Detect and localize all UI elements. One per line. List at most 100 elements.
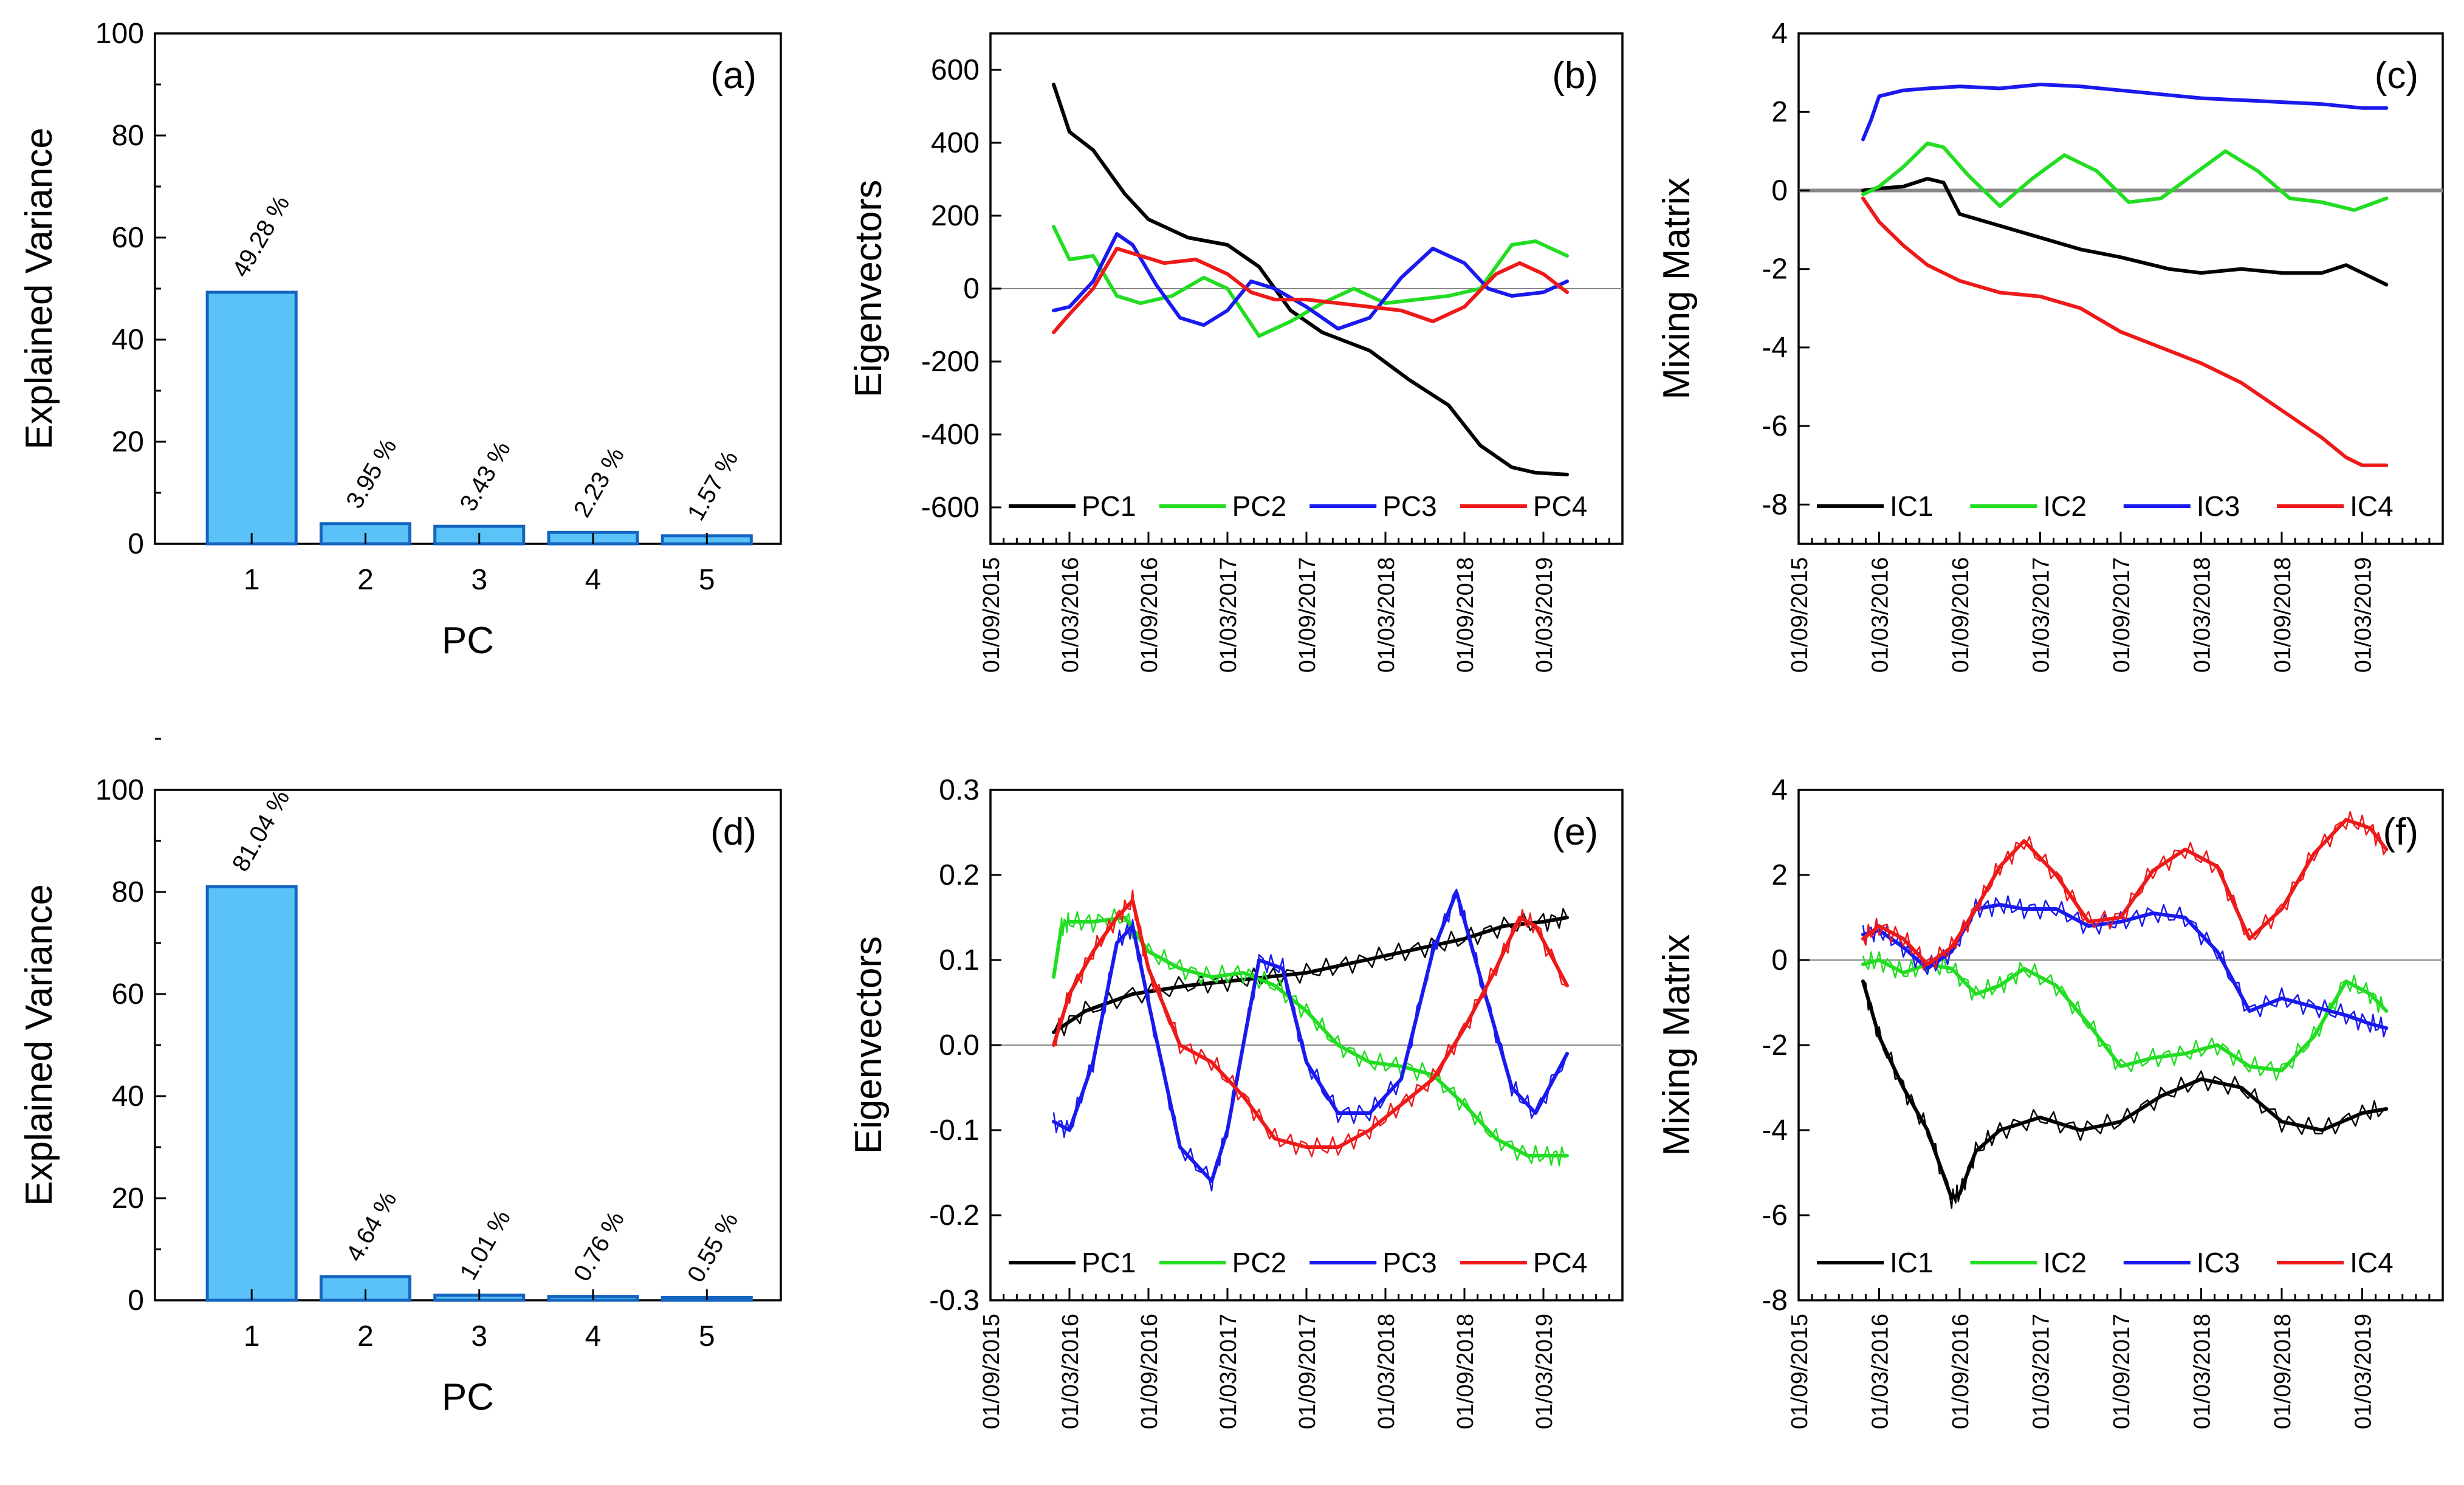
y-tick-label-a: 60 [112, 222, 144, 254]
series-line-c-IC1 [1861, 177, 2389, 287]
y-tick-label-b: 0 [963, 273, 980, 305]
panel-label-e: (e) [1552, 811, 1598, 853]
y-tick-label-a: 40 [112, 324, 144, 356]
legend-label-c-IC3: IC3 [2197, 490, 2240, 522]
x-tick-label-d: 5 [699, 1320, 715, 1353]
x-date-label-e: 01/09/2015 [979, 1314, 1004, 1429]
x-date-label-b: 01/09/2017 [1295, 557, 1320, 673]
y-tick-label-b: 400 [931, 127, 980, 159]
series-raw-e-PC4 [1053, 890, 1568, 1157]
y-tick-label-f: -8 [1762, 1284, 1788, 1317]
data-label-a-1: 49.28 % [227, 191, 295, 281]
x-date-label-c: 01/09/2017 [2109, 557, 2135, 673]
y-axis-title-a: Explained Variance [18, 128, 60, 450]
legend-label-e-PC1: PC1 [1082, 1247, 1136, 1278]
panel-label-d: (d) [710, 811, 757, 853]
x-tick-label-d: 2 [357, 1320, 374, 1353]
y-axis-title-d: Explained Variance [18, 884, 60, 1206]
y-tick-label-b: -600 [921, 492, 980, 524]
data-label-d-2: 4.64 % [341, 1187, 402, 1266]
y-tick-label-c: -8 [1762, 489, 1788, 521]
y-tick-label-d: 60 [112, 978, 144, 1010]
legend-label-e-PC4: PC4 [1533, 1247, 1587, 1278]
y-tick-label-d: 40 [112, 1080, 144, 1113]
series-group-b [1052, 83, 1569, 476]
series-raw-e-PC1 [1052, 908, 1568, 1037]
series-line-f-IC2 [1861, 958, 2389, 1072]
y-tick-label-e: 0.0 [939, 1029, 980, 1061]
x-date-label-c: 01/09/2015 [1787, 557, 1813, 673]
panel-label-f: (f) [2383, 811, 2418, 853]
bar-a-1 [205, 290, 298, 546]
legend-label-b-PC2: PC2 [1232, 490, 1286, 522]
series-line-b-PC1 [1052, 83, 1569, 476]
y-tick-label-d: 20 [112, 1182, 144, 1215]
x-date-label-b: 01/03/2017 [1216, 557, 1241, 673]
y-tick-label-f: 2 [1771, 859, 1788, 891]
data-label-d-3: 1.01 % [455, 1205, 515, 1284]
series-group-e [1052, 888, 1569, 1192]
series-line-c-IC4 [1861, 196, 2389, 467]
y-tick-label-c: -6 [1762, 410, 1788, 442]
x-date-label-b: 01/03/2019 [1532, 557, 1557, 673]
series-raw-f-IC4 [1862, 811, 2387, 971]
series-raw-f-IC2 [1862, 951, 2387, 1081]
series-line-c-IC3 [1861, 83, 2389, 142]
x-date-label-e: 01/09/2018 [1453, 1314, 1478, 1429]
x-date-label-b: 01/09/2015 [979, 557, 1004, 673]
panel-label-a: (a) [710, 55, 757, 97]
x-tick-label-d: 1 [244, 1320, 260, 1353]
y-tick-label-d: 0 [128, 1284, 144, 1317]
chart-b: (b) Eigenvectors -600 -400 -200 0 200 400 600 01/… [848, 32, 1624, 673]
series-line-e-PC2 [1052, 916, 1569, 1157]
bar-d-1 [205, 885, 298, 1302]
x-date-label-f: 01/09/2018 [2270, 1314, 2296, 1429]
x-tick-label-d: 3 [471, 1320, 487, 1353]
data-label-d-1: 81.04 % [227, 786, 295, 876]
legend-label-b-PC4: PC4 [1533, 490, 1587, 522]
y-axis-title-e: Eigenvectors [848, 936, 890, 1154]
series-line-b-PC4 [1052, 247, 1569, 334]
x-date-label-b: 01/03/2016 [1058, 557, 1083, 673]
data-label-d-5: 0.55 % [682, 1208, 743, 1287]
legend-label-e-PC3: PC3 [1382, 1247, 1436, 1278]
y-tick-label-c: 2 [1771, 96, 1788, 128]
y-tick-label-a: 100 [95, 18, 144, 50]
x-date-label-f: 01/03/2016 [1868, 1314, 1893, 1429]
legend-label-f-IC2: IC2 [2043, 1247, 2087, 1278]
panel-label-c: (c) [2375, 55, 2418, 97]
x-date-label-c: 01/03/2018 [2190, 557, 2215, 673]
x-date-label-e: 01/03/2017 [1216, 1314, 1241, 1429]
x-date-label-f: 01/03/2018 [2190, 1314, 2215, 1429]
data-label-a-3: 3.43 % [455, 437, 515, 516]
y-tick-label-b: -400 [921, 419, 980, 451]
y-tick-label-f: 0 [1771, 944, 1788, 976]
data-label-a-5: 1.57 % [682, 446, 743, 525]
x-date-label-c: 01/03/2017 [2029, 557, 2054, 673]
legend-label-f-IC4: IC4 [2350, 1247, 2394, 1278]
x-tick-label-a: 5 [699, 564, 715, 596]
plot-frame-c [1797, 32, 2444, 545]
x-axis-title-d: PC [442, 1376, 494, 1418]
legend-label-e-PC2: PC2 [1232, 1247, 1286, 1278]
series-raw-f-IC1 [1862, 980, 2387, 1209]
series-line-c-IC2 [1861, 141, 2389, 212]
y-axis-title-c: Mixing Matrix [1656, 177, 1698, 399]
chart-f: (f) Mixing Matrix -8 -6 -4 -2 0 2 4 01/09/2015 01/… [1656, 774, 2444, 1429]
legend-label-b-PC3: PC3 [1382, 490, 1436, 522]
x-date-label-e: 01/03/2016 [1058, 1314, 1083, 1429]
x-date-label-f: 01/09/2015 [1787, 1314, 1813, 1429]
series-line-e-PC4 [1052, 899, 1569, 1149]
panel-label-b: (b) [1552, 55, 1598, 97]
data-label-a-2: 3.95 % [341, 434, 402, 513]
y-axis-title-f: Mixing Matrix [1656, 934, 1698, 1156]
y-tick-label-e: -0.1 [929, 1114, 980, 1147]
y-axis-title-b: Eigenvectors [848, 180, 890, 397]
legend-label-f-IC1: IC1 [1890, 1247, 1934, 1278]
y-tick-label-d: 80 [112, 876, 144, 908]
x-date-label-b: 01/03/2018 [1374, 557, 1399, 673]
series-line-b-PC3 [1052, 232, 1569, 331]
x-date-label-c: 01/03/2019 [2351, 557, 2376, 673]
chart-e: (e) Eigenvectors -0.3 -0.2 -0.1 0.0 0.1 0.2 0.3 0… [848, 774, 1624, 1429]
